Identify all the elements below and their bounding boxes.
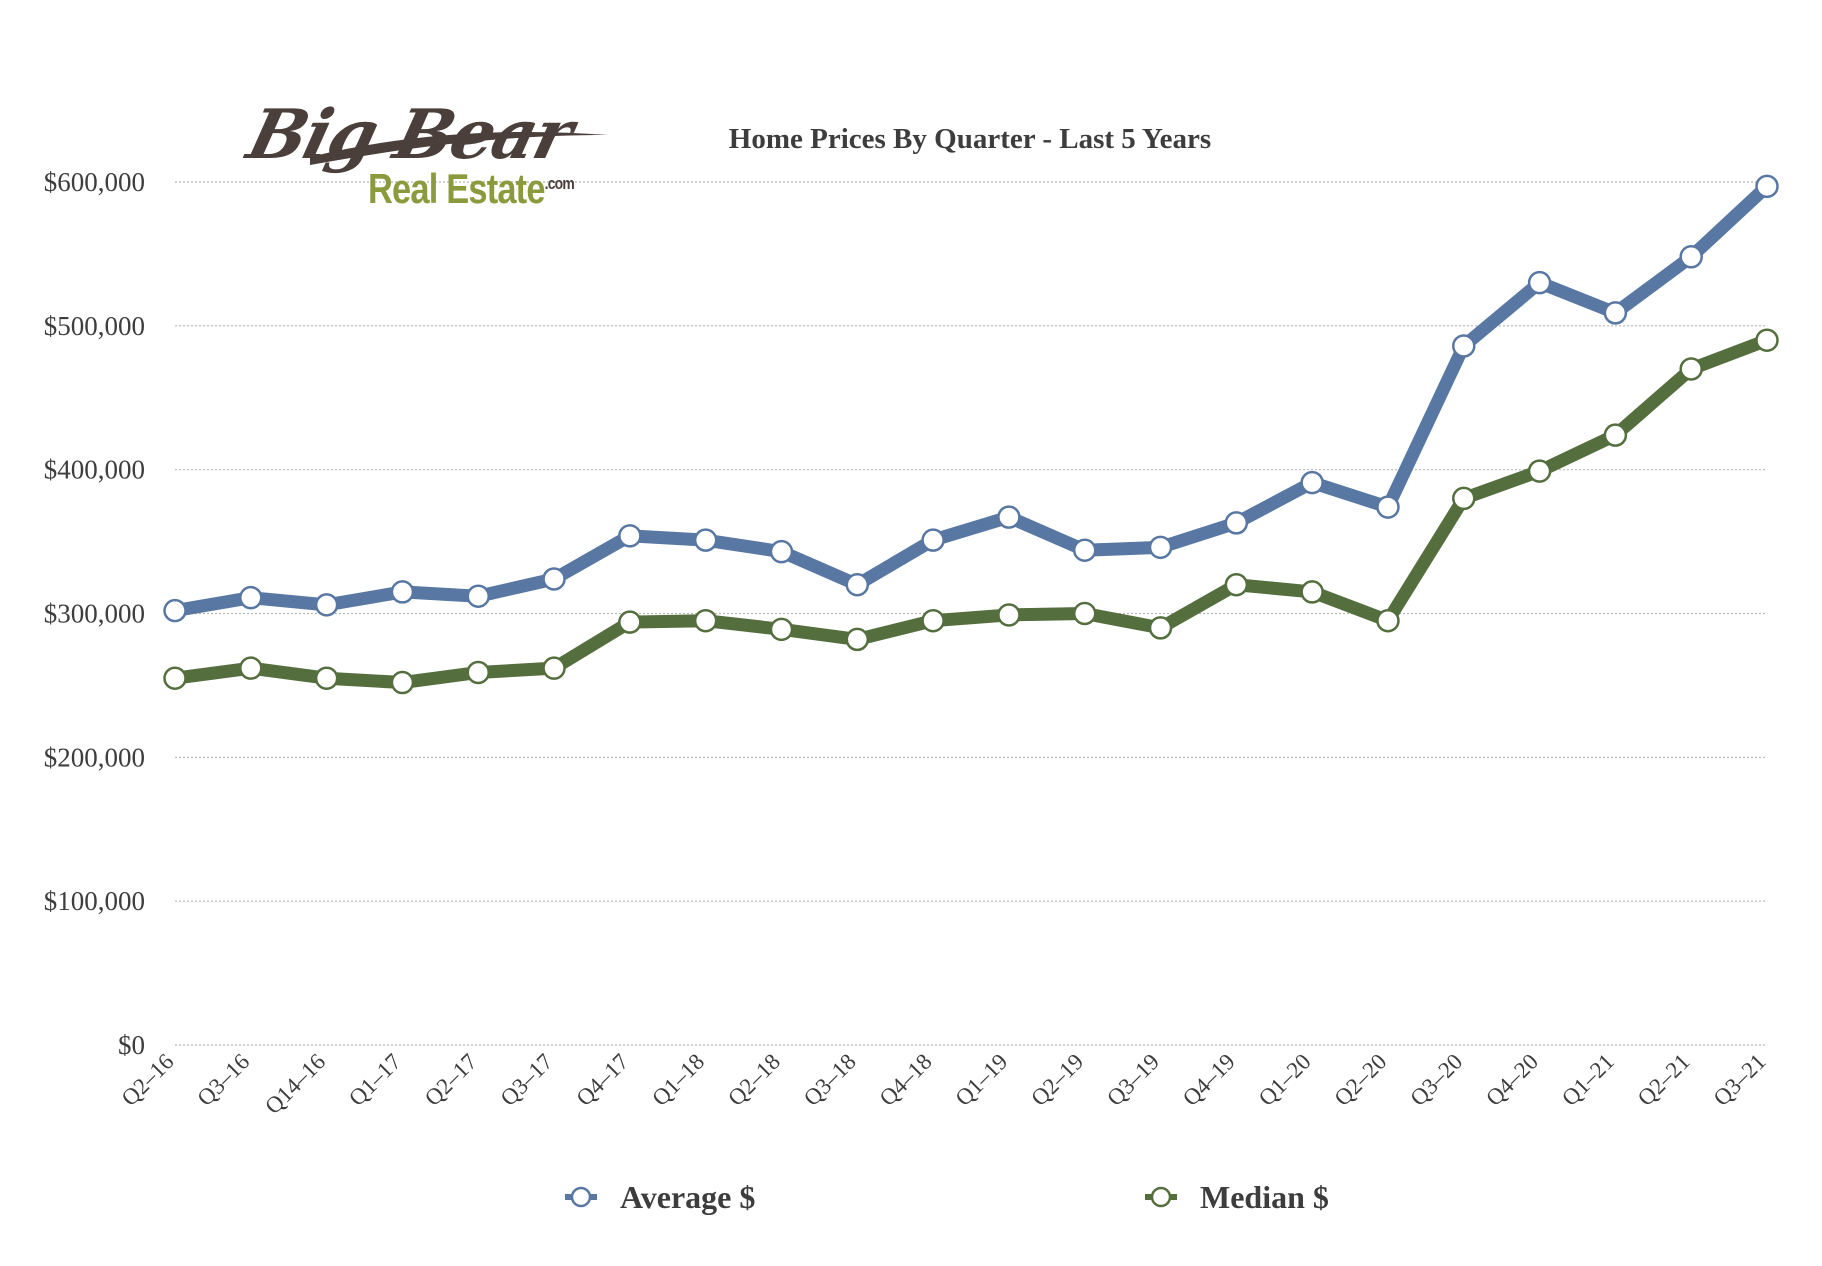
x-tick-label: Q2–21 [1633,1049,1695,1111]
data-point [1376,608,1400,633]
data-point [921,608,945,633]
legend-item: Median $ [1145,1179,1329,1215]
data-point [1755,328,1779,352]
series-average [163,174,1779,623]
data-point [845,572,870,597]
data-point [390,580,415,604]
x-tick-label: Q1–21 [1557,1049,1619,1111]
legend-swatch-marker [570,1186,592,1208]
data-point [1527,459,1552,483]
x-tick-label: Q3–18 [799,1049,861,1111]
x-tick-label: Q3–16 [192,1049,254,1111]
logo-dotcom-text: .com [544,174,575,193]
data-point [618,610,642,634]
series-line [168,333,1774,690]
x-tick-label: Q1–17 [344,1049,406,1111]
data-point [1300,470,1324,495]
x-tick-label: Q1–19 [950,1049,1012,1111]
data-point [1452,334,1476,358]
data-point [997,603,1021,627]
data-point [466,660,490,685]
data-point [618,524,642,548]
series-line [168,179,1774,618]
x-tick-label: Q4–18 [875,1049,937,1111]
data-point [1755,174,1779,199]
chart-title: Home Prices By Quarter - Last 5 Years [729,123,1211,155]
data-point [1224,572,1249,597]
x-tick-label: Q3–20 [1405,1049,1467,1111]
y-tick-label: $300,000 [44,599,145,629]
x-axis-tick-labels: Q2–16 Q3–16 Q14–16 Q1–17 Q2–17 Q3–17 Q4–17 Q1–1… [117,1049,1771,1119]
x-tick-label: Q2–20 [1330,1049,1392,1111]
data-series [163,174,1779,695]
x-tick-label: Q1–20 [1254,1049,1316,1111]
data-point [163,666,187,690]
x-tick-label: Q4–20 [1481,1049,1543,1111]
x-tick-label: Q14–16 [260,1049,330,1119]
legend-swatch-marker [1150,1186,1172,1208]
logo-wordmark-real-estate: Real Estate.com [368,165,575,213]
data-point [1224,511,1249,535]
data-point [997,505,1021,529]
swoosh-icon [310,131,608,165]
data-point [163,598,187,623]
legend-item: Average $ [565,1179,755,1215]
data-point [1148,535,1173,560]
legend: Average $ Median $ [565,1179,1329,1215]
data-point [314,666,339,690]
y-tick-label: $100,000 [44,886,145,916]
x-tick-label: Q4–17 [571,1049,633,1111]
data-point [542,567,566,591]
legend-label: Median $ [1200,1179,1329,1215]
data-point [1603,301,1628,325]
data-point [693,608,718,633]
y-tick-label: $600,000 [44,167,145,197]
data-point [769,617,794,642]
y-axis-tick-labels: $0 $100,000 $200,000 $300,000 $400,000 $500,0… [44,167,145,1060]
y-tick-label: $500,000 [44,311,145,341]
data-point [1072,601,1097,626]
x-tick-label: Q4–19 [1178,1049,1240,1111]
x-tick-label: Q1–18 [647,1049,709,1111]
data-point [239,585,263,610]
data-point [1072,538,1097,562]
x-tick-label: Q2–17 [420,1049,482,1111]
data-point [314,593,339,617]
data-point [1603,423,1628,447]
data-point [1148,616,1173,640]
y-tick-label: $0 [118,1030,145,1060]
data-point [390,670,415,695]
x-tick-label: Q2–18 [723,1049,785,1111]
data-point [693,528,718,552]
data-point [1679,357,1703,381]
y-tick-label: $400,000 [44,455,145,485]
logo-real-estate-text: Real Estate [368,165,545,212]
data-point [1527,270,1552,295]
big-bear-logo: Big Bear Real Estate.com [240,95,610,220]
data-point [1300,580,1324,604]
data-point [466,584,490,608]
data-point [921,528,945,552]
y-tick-label: $200,000 [44,742,145,772]
x-tick-label: Q3–21 [1709,1049,1771,1111]
data-point [1679,245,1703,269]
x-tick-label: Q3–19 [1102,1049,1164,1111]
x-tick-label: Q2–19 [1026,1049,1088,1111]
legend-label: Average $ [620,1179,755,1215]
data-point [1376,495,1400,519]
data-point [1452,486,1476,511]
data-point [845,627,870,652]
data-point [542,656,566,680]
series-median [163,328,1779,695]
data-point [769,539,794,564]
x-tick-label: Q3–17 [496,1049,558,1111]
data-point [239,656,263,680]
